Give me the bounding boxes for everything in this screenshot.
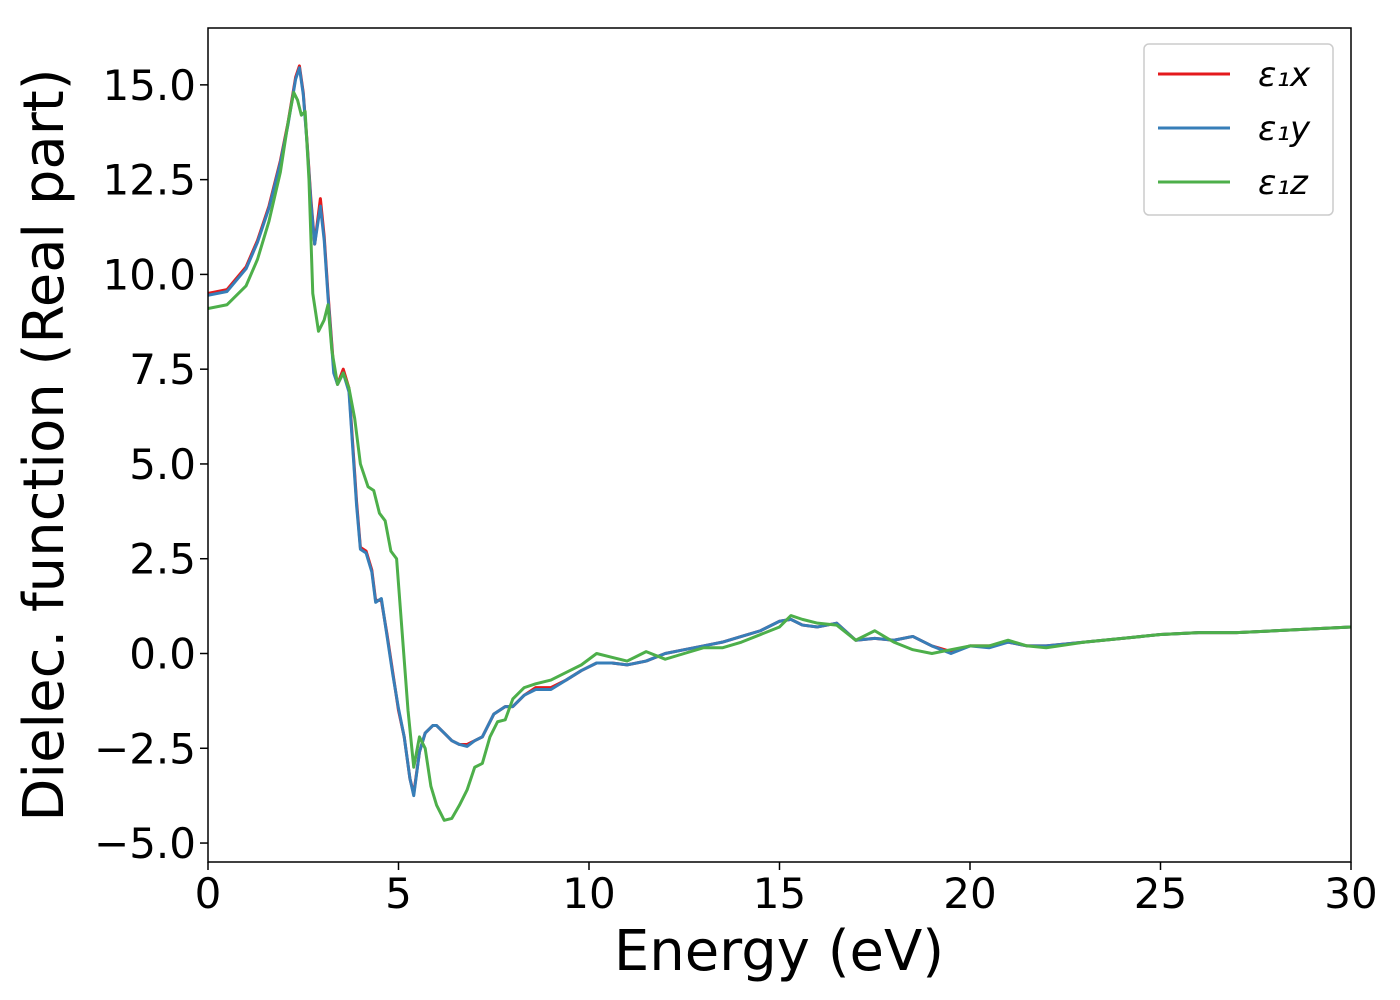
y-tick-label: 10.0	[102, 250, 196, 299]
ticks-layer: 0 5 10 15 20 25 30 −5.0 −2.5 0.0 2.5 5.0 7.5 10.0 12.5…	[94, 61, 1378, 918]
legend-box	[1143, 43, 1334, 216]
y-tick-label: 15.0	[102, 61, 196, 110]
y-axis-label: Dielec. function (Real part)	[12, 68, 77, 821]
y-tick-label: 2.5	[129, 535, 196, 584]
y-tick-label: −5.0	[94, 819, 196, 868]
y-tick-label: 0.0	[129, 630, 196, 679]
x-axis-label: Energy (eV)	[614, 919, 944, 984]
legend-label-2: ε₁y	[1258, 109, 1311, 149]
series-line-2	[208, 66, 1351, 798]
legend: ε₁x ε₁y ε₁z	[1143, 43, 1334, 216]
y-tick-label: 5.0	[129, 440, 196, 489]
x-tick-label: 15	[753, 869, 806, 918]
legend-label-3: ε₁z	[1258, 163, 1309, 203]
x-tick-label: 20	[943, 869, 996, 918]
series-layer	[208, 64, 1351, 822]
y-tick-label: 12.5	[102, 156, 196, 205]
legend-label-1: ε₁x	[1258, 55, 1311, 95]
x-tick-label: 25	[1134, 869, 1187, 918]
series-line-3	[208, 90, 1351, 822]
y-tick-label: −2.5	[94, 724, 196, 773]
x-tick-label: 0	[195, 869, 222, 918]
x-tick-label: 5	[385, 869, 412, 918]
x-tick-label: 30	[1324, 869, 1377, 918]
y-tick-label: 7.5	[129, 345, 196, 394]
x-tick-label: 10	[562, 869, 615, 918]
